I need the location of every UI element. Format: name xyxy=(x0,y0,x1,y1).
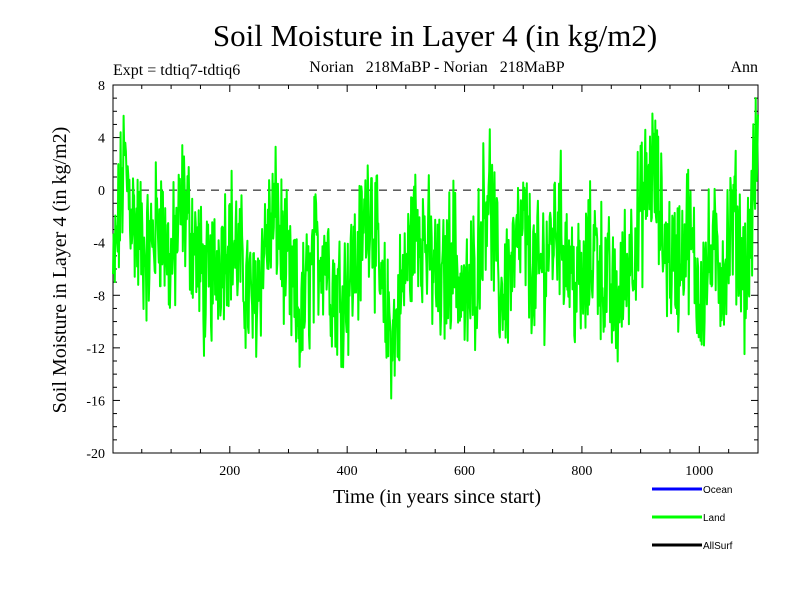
y-tick-label: 8 xyxy=(98,79,105,94)
x-tick-labels: 200 400 600 800 1000 xyxy=(219,464,713,479)
y-tick-label: -16 xyxy=(86,394,105,409)
y-tick-label: -20 xyxy=(86,447,105,462)
y-tick-label: 0 xyxy=(98,184,105,199)
y-tick-label: -8 xyxy=(93,289,105,304)
season-label: Ann xyxy=(730,59,758,76)
y-tick-label: -4 xyxy=(93,237,105,252)
x-tick-label: 600 xyxy=(454,464,475,479)
period-label: Norian 218MaBP - Norian 218MaBP xyxy=(309,59,564,76)
x-tick-label: 1000 xyxy=(685,464,713,479)
y-tick-label: -12 xyxy=(86,342,105,357)
legend: Ocean Land AllSurf xyxy=(652,485,733,552)
chart-title: Soil Moisture in Layer 4 (in kg/m2) xyxy=(213,18,657,53)
legend-label-allsurf: AllSurf xyxy=(703,541,733,552)
y-axis-label: Soil Moisture in Layer 4 (in kg/m2) xyxy=(49,127,71,414)
x-tick-label: 200 xyxy=(219,464,240,479)
x-axis-label: Time (in years since start) xyxy=(333,486,541,508)
legend-label-land: Land xyxy=(703,513,725,524)
y-tick-label: 4 xyxy=(98,132,105,147)
land-series-line xyxy=(112,97,759,400)
x-tick-label: 800 xyxy=(571,464,592,479)
y-tick-labels: -20 -16 -12 -8 -4 0 4 8 xyxy=(86,79,105,462)
legend-label-ocean: Ocean xyxy=(703,485,732,496)
x-tick-label: 400 xyxy=(337,464,358,479)
experiment-label: Expt = tdtiq7-tdtiq6 xyxy=(113,62,240,79)
